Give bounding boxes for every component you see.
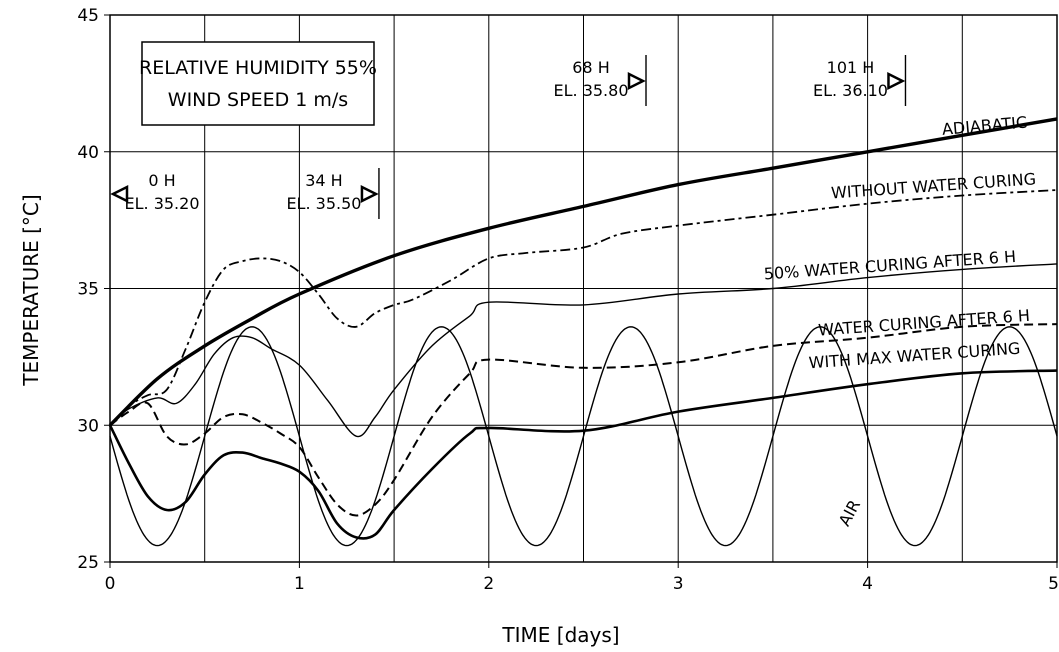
series-label: WITHOUT WATER CURING bbox=[830, 169, 1036, 202]
y-tick-label: 45 bbox=[77, 6, 99, 26]
lift-time-label: 101 H bbox=[827, 58, 875, 77]
series-line-air bbox=[109, 326, 1058, 547]
series-line-adiabatic bbox=[108, 117, 1058, 427]
series-line-50-water-curing-after-6-h bbox=[109, 263, 1058, 438]
y-tick-label: 40 bbox=[77, 143, 99, 163]
lift-marker-right-icon bbox=[887, 71, 906, 91]
y-tick-label: 30 bbox=[77, 416, 99, 436]
info-box-line-1: RELATIVE HUMIDITY 55% bbox=[139, 57, 377, 79]
series-labels: ADIABATIC WITHOUT WATER CURING 50% WATER C… bbox=[763, 113, 1036, 530]
grid-lines bbox=[110, 15, 1057, 562]
x-tick-label: 1 bbox=[294, 574, 305, 594]
lift-elevation-label: EL. 36.10 bbox=[813, 81, 888, 100]
lift-elevation-label: EL. 35.50 bbox=[286, 194, 361, 213]
lift-time-label: 68 H bbox=[572, 58, 609, 77]
x-tick-label: 5 bbox=[1048, 574, 1059, 594]
series-line-with-max-water-curing bbox=[108, 369, 1058, 540]
lift-marker-right-icon bbox=[627, 71, 646, 91]
lift-elevation-label: EL. 35.80 bbox=[554, 81, 629, 100]
info-box: RELATIVE HUMIDITY 55% WIND SPEED 1 m/s bbox=[139, 41, 377, 126]
series-label: 50% WATER CURING AFTER 6 H bbox=[763, 247, 1017, 284]
series-line-water-curing-after-6-h bbox=[109, 323, 1058, 517]
series-label: WITH MAX WATER CURING bbox=[808, 339, 1021, 373]
lift-elevation-label: EL. 35.20 bbox=[125, 194, 200, 213]
y-axis-title: TEMPERATURE [°C] bbox=[19, 194, 43, 386]
lift-time-label: 0 H bbox=[148, 171, 175, 190]
series-label: AIR bbox=[835, 497, 864, 530]
x-tick-label: 3 bbox=[673, 574, 684, 594]
y-tick-label: 25 bbox=[77, 553, 99, 573]
x-axis-title: TIME [days] bbox=[501, 623, 619, 647]
x-tick-label: 0 bbox=[105, 574, 116, 594]
y-tick-label: 35 bbox=[77, 280, 99, 300]
lift-marker-left-icon bbox=[110, 184, 129, 204]
info-box-line-2: WIND SPEED 1 m/s bbox=[168, 89, 348, 111]
series-line-without-water-curing bbox=[109, 189, 1058, 426]
series-label: ADIABATIC bbox=[941, 113, 1028, 139]
x-tick-label: 2 bbox=[483, 574, 494, 594]
series-lines bbox=[108, 117, 1058, 547]
lift-annotations: 0 H EL. 35.20 34 H EL. 35.50 68 H EL. 35.80 10… bbox=[110, 55, 907, 219]
lift-time-label: 34 H bbox=[305, 171, 342, 190]
lift-marker-right-icon bbox=[360, 184, 379, 204]
x-tick-label: 4 bbox=[862, 574, 873, 594]
info-box-frame bbox=[141, 41, 375, 126]
